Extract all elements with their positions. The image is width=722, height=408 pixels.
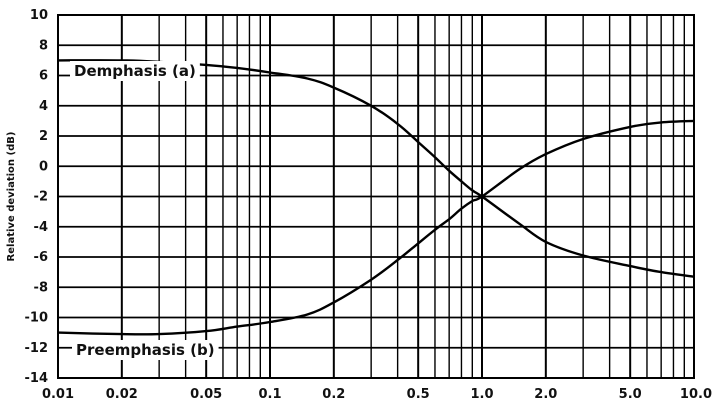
- y-tick-label: 0: [39, 159, 48, 174]
- y-tick-label: 4: [39, 99, 48, 114]
- y-tick-label: -14: [25, 371, 49, 386]
- x-tick-label: 0.02: [106, 387, 138, 402]
- y-tick-label: -6: [34, 250, 48, 265]
- y-axis-label: Relative deviation (dB): [6, 132, 17, 262]
- x-tick-label: 0.01: [42, 387, 74, 402]
- annotation-layer: Demphasis (a) Preemphasis (b): [70, 61, 219, 360]
- y-tick-label: -12: [25, 341, 49, 356]
- annotation-background: [70, 61, 200, 81]
- demphasis-label: Demphasis (a): [74, 62, 196, 80]
- x-tick-label: 0.5: [407, 387, 430, 402]
- y-tick-label: 8: [39, 38, 48, 53]
- x-tick-label: 0.1: [258, 387, 281, 402]
- plot-frame: [57, 14, 695, 379]
- y-tick-label: -2: [34, 190, 48, 205]
- demphasis-curve: [57, 59, 695, 278]
- y-tick-label: 10: [30, 8, 48, 23]
- x-tick-label: 0.05: [190, 387, 222, 402]
- annotation-background: [72, 340, 219, 360]
- y-tick-label: 6: [39, 69, 48, 84]
- x-tick-label: 2.0: [534, 387, 557, 402]
- preemphasis-label: Preemphasis (b): [76, 341, 215, 359]
- y-tick-label: 2: [39, 129, 48, 144]
- preemphasis-curve: [57, 119, 695, 336]
- x-tick-label: 5.0: [619, 387, 642, 402]
- x-tick-labels: 0.01 0.02 0.05 0.1 0.2 0.5 1.0 2.0 5.0 10.0: [42, 387, 712, 402]
- y-tick-label: -8: [34, 280, 48, 295]
- y-tick-labels: 10 8 6 4 2 0 -2 -4 -6 -8 -10 -12 -14: [25, 8, 49, 386]
- x-tick-label: 10.0: [680, 387, 712, 402]
- x-tick-label: 0.2: [322, 387, 345, 402]
- series-layer: [57, 59, 695, 336]
- y-tick-label: -10: [25, 311, 49, 326]
- x-tick-label: 1.0: [470, 387, 493, 402]
- y-tick-label: -4: [34, 220, 48, 235]
